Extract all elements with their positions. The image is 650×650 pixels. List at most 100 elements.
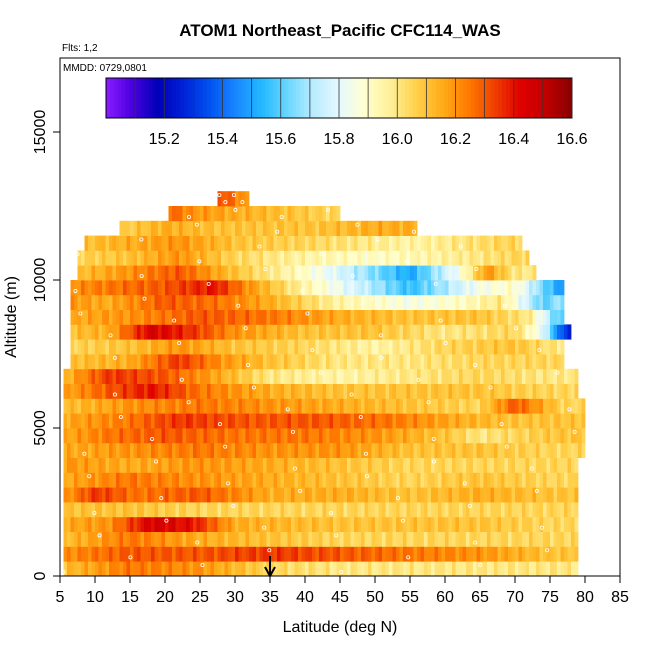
heatmap-cell-r15-c43 — [221, 339, 225, 355]
heatmap-cell-r24-c8 — [196, 206, 201, 222]
heatmap-cell-r16-c139 — [557, 324, 561, 340]
heatmap-cell-r2-c119 — [480, 531, 484, 547]
sample-point — [365, 474, 370, 479]
heatmap-cell-r4-c10 — [98, 502, 103, 518]
heatmap-cell-r3-c5 — [81, 516, 85, 532]
heatmap-cell-r22-c31 — [193, 235, 197, 251]
heatmap-cell-r12-c115 — [466, 383, 470, 399]
colorbar-segment — [241, 78, 247, 118]
heatmap-cell-r16-c21 — [144, 324, 148, 340]
heatmap-cell-r1-c101 — [417, 546, 421, 562]
heatmap-cell-r2-c114 — [462, 531, 467, 547]
heatmap-cell-r3-c32 — [175, 516, 180, 532]
heatmap-cell-r22-c110 — [469, 235, 474, 251]
heatmap-cell-r1-c38 — [196, 546, 201, 562]
heatmap-cell-r14-c89 — [382, 354, 386, 370]
sample-point — [217, 422, 222, 427]
heatmap-cell-r18-c24 — [154, 294, 159, 310]
heatmap-cell-r18-c129 — [522, 294, 526, 310]
heatmap-cell-r22-c62 — [301, 235, 306, 251]
heatmap-cell-r17-c33 — [186, 309, 190, 325]
heatmap-cell-r9-c103 — [424, 428, 428, 444]
heatmap-cell-r13-c99 — [410, 368, 414, 384]
heatmap-cell-r6-c39 — [200, 472, 204, 488]
heatmap-cell-r9-c140 — [553, 428, 558, 444]
heatmap-cell-r21-c123 — [508, 250, 512, 266]
heatmap-cell-r22-c44 — [238, 235, 243, 251]
heatmap-cell-r9-c94 — [392, 428, 397, 444]
colorbar-segment — [451, 78, 456, 118]
heatmap-cell-r20-c88 — [385, 265, 390, 281]
heatmap-cell-r18-c39 — [207, 294, 211, 310]
heatmap-cell-r1-c19 — [130, 546, 134, 562]
heatmap-cell-r7-c105 — [431, 457, 435, 473]
heatmap-cell-r17-c23 — [151, 309, 155, 325]
heatmap-cell-r21-c58 — [280, 250, 285, 266]
heatmap-cell-r0-c86 — [364, 561, 369, 577]
heatmap-cell-r22-c60 — [294, 235, 299, 251]
colorbar-segment — [502, 78, 507, 118]
heatmap-cell-r9-c83 — [354, 428, 358, 444]
heatmap-cell-r7-c35 — [186, 457, 190, 473]
heatmap-cell-r15-c74 — [329, 339, 334, 355]
heatmap-cell-r6-c74 — [322, 472, 327, 488]
heatmap-cell-r11-c38 — [196, 398, 201, 414]
heatmap-cell-r6-c90 — [378, 472, 383, 488]
heatmap-cell-r4-c75 — [326, 502, 330, 518]
heatmap-cell-r3-c113 — [459, 516, 463, 532]
heatmap-cell-r19-c20 — [140, 280, 145, 296]
heatmap-cell-r14-c46 — [231, 354, 236, 370]
heatmap-cell-r8-c134 — [532, 442, 537, 458]
heatmap-cell-r17-c35 — [193, 309, 197, 325]
x-tick-label: 65 — [471, 589, 489, 606]
heatmap-cell-r19-c102 — [427, 280, 432, 296]
heatmap-cell-r13-c59 — [270, 368, 274, 384]
heatmap-cell-r3-c6 — [84, 516, 89, 532]
heatmap-cell-r4-c46 — [224, 502, 229, 518]
heatmap-cell-r15-c118 — [483, 339, 488, 355]
heatmap-cell-r22-c6 — [105, 235, 110, 251]
heatmap-cell-r7-c36 — [189, 457, 194, 473]
heatmap-cell-r6-c110 — [448, 472, 453, 488]
heatmap-cell-r23-c82 — [406, 220, 411, 236]
heatmap-cell-r10-c17 — [123, 413, 127, 429]
heatmap-cell-r23-c72 — [371, 220, 376, 236]
heatmap-cell-r21-c36 — [203, 250, 208, 266]
heatmap-cell-r22-c12 — [126, 235, 131, 251]
heatmap-cell-r5-c83 — [354, 487, 358, 503]
heatmap-cell-r12-c106 — [434, 383, 439, 399]
heatmap-cell-r21-c32 — [189, 250, 194, 266]
colorbar-segment — [222, 78, 227, 118]
heatmap-cell-r8-c124 — [497, 442, 502, 458]
heatmap-cell-r2-c19 — [130, 531, 134, 547]
heatmap-cell-r14-c100 — [420, 354, 425, 370]
heatmap-cell-r20-c11 — [116, 265, 120, 281]
heatmap-cell-r17-c46 — [231, 309, 236, 325]
heatmap-cell-r8-c9 — [95, 442, 99, 458]
heatmap-cell-r15-c73 — [326, 339, 330, 355]
heatmap-cell-r15-c5 — [88, 339, 92, 355]
heatmap-cell-r9-c130 — [518, 428, 523, 444]
heatmap-cell-r7-c4 — [77, 457, 82, 473]
heatmap-cell-r4-c67 — [298, 502, 302, 518]
heatmap-cell-r21-c64 — [301, 250, 306, 266]
heatmap-cell-r20-c130 — [532, 265, 537, 281]
heatmap-cell-r6-c98 — [406, 472, 411, 488]
heatmap-cell-r21-c88 — [385, 250, 390, 266]
heatmap-cell-r11-c103 — [424, 398, 428, 414]
heatmap-cell-r22-c41 — [228, 235, 232, 251]
heatmap-cell-r5-c61 — [277, 487, 281, 503]
heatmap-cell-r10-c4 — [77, 413, 82, 429]
heatmap-cell-r20-c112 — [469, 265, 474, 281]
heatmap-cell-r1-c28 — [161, 546, 166, 562]
colorbar-segment — [385, 78, 390, 118]
heatmap-cell-r22-c19 — [151, 235, 155, 251]
heatmap-cell-r3-c97 — [403, 516, 407, 532]
heatmap-cell-r19-c37 — [200, 280, 204, 296]
heatmap-cell-r7-c77 — [333, 457, 337, 473]
heatmap-cell-r9-c131 — [522, 428, 526, 444]
heatmap-cell-r15-c72 — [322, 339, 327, 355]
heatmap-cell-r15-c109 — [452, 339, 456, 355]
heatmap-cell-r4-c136 — [539, 502, 544, 518]
heatmap-cell-r10-c1 — [67, 413, 71, 429]
